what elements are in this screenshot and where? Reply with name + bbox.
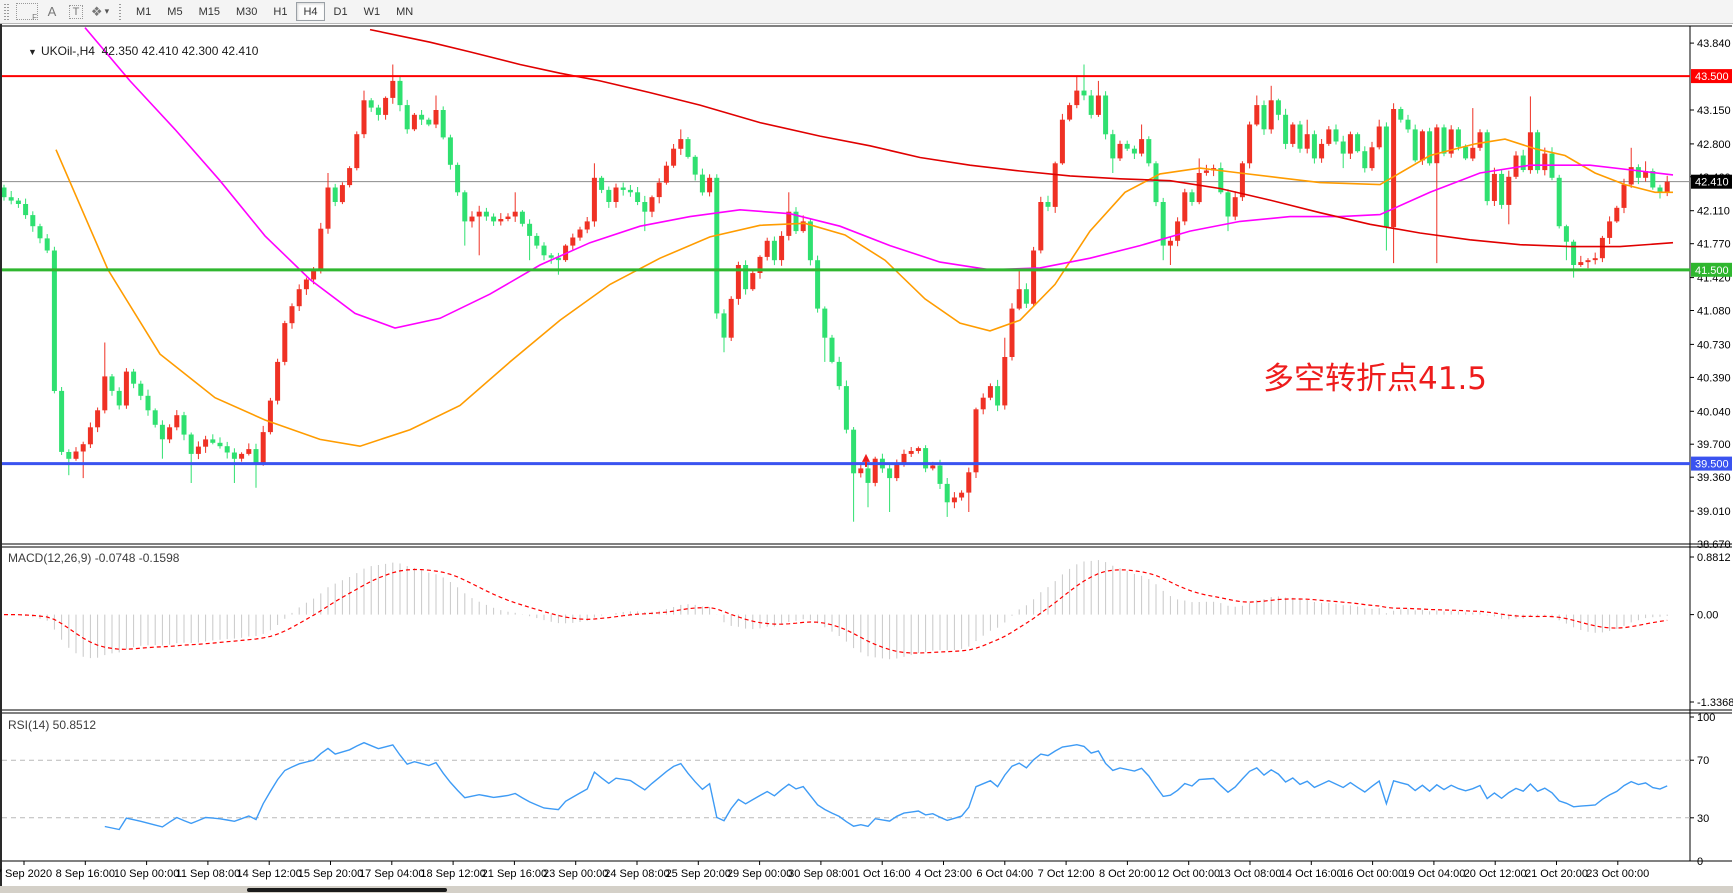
time-label: 14 Sep 12:00 xyxy=(236,868,301,880)
tf-button-H4[interactable]: H4 xyxy=(296,2,325,21)
time-label: 29 Sep 00:00 xyxy=(727,868,792,880)
price-tick: 39.360 xyxy=(1697,472,1731,484)
price-tick: 39.700 xyxy=(1697,439,1731,451)
time-label: 10 Sep 00:00 xyxy=(114,868,179,880)
rsi-line xyxy=(104,741,1668,831)
price-badge-39.500: 39.500 xyxy=(1691,456,1732,471)
indicators-icon[interactable]: ❖ ▾ xyxy=(90,3,110,19)
time-label: 24 Sep 08:00 xyxy=(604,868,669,880)
time-label: 7 Sep 2020 xyxy=(0,868,52,880)
price-badge-43.500: 43.500 xyxy=(1691,69,1732,84)
tf-button-M15[interactable]: M15 xyxy=(192,2,227,21)
rsi-tick: 30 xyxy=(1697,813,1709,825)
time-label: 17 Sep 04:00 xyxy=(359,868,424,880)
tf-button-D1[interactable]: D1 xyxy=(327,2,355,21)
price-tick: 41.770 xyxy=(1697,239,1731,251)
time-label: 23 Oct 00:00 xyxy=(1586,868,1649,880)
price-tick: 40.390 xyxy=(1697,372,1731,384)
rsi-tick: 100 xyxy=(1697,712,1715,724)
time-label: 21 Oct 20:00 xyxy=(1525,868,1588,880)
time-label: 21 Sep 16:00 xyxy=(482,868,547,880)
toolbar-grip xyxy=(3,3,11,20)
ma-fast-orange xyxy=(55,138,1673,448)
chart-window[interactable]: 43.84043.15042.80042.46042.11041.77041.4… xyxy=(0,24,1733,886)
chart-canvas[interactable]: 43.84043.15042.80042.46042.11041.77041.4… xyxy=(0,24,1733,886)
chart-annotation-text: 多空转折点41.5 xyxy=(1263,361,1488,397)
chevron-down-icon: ▾ xyxy=(104,6,110,16)
font-size-icon[interactable]: A xyxy=(47,4,57,19)
time-label: 19 Oct 04:00 xyxy=(1402,868,1465,880)
timeframe-bar: M1 M5 M15 M30 H1 H4 D1 W1 MN xyxy=(128,2,421,21)
svg-text:42.410: 42.410 xyxy=(1695,177,1729,189)
ohlc-values: 42.350 42.410 42.300 42.410 xyxy=(101,44,259,58)
tf-button-M30[interactable]: M30 xyxy=(229,2,264,21)
buy-arrow-marker xyxy=(862,453,870,467)
time-label: 23 Sep 00:00 xyxy=(543,868,608,880)
tf-button-M1[interactable]: M1 xyxy=(129,2,158,21)
price-badge-41.500: 41.500 xyxy=(1691,262,1732,277)
macd-indicator-label: MACD(12,26,9) -0.0748 -0.1598 xyxy=(8,551,180,565)
macd-layer xyxy=(4,560,1668,660)
time-label: 25 Sep 20:00 xyxy=(666,868,731,880)
symbol-period: UKOil-,H4 xyxy=(40,44,95,58)
price-tick: 41.080 xyxy=(1697,306,1731,318)
tf-button-MN[interactable]: MN xyxy=(389,2,420,21)
chart-title: ▼ UKOil-,H4 42.350 42.410 42.300 42.410 xyxy=(8,30,258,72)
price-tick: 42.800 xyxy=(1697,139,1731,151)
time-label: 16 Oct 00:00 xyxy=(1341,868,1404,880)
price-badge-42.410: 42.410 xyxy=(1691,174,1732,189)
rsi-tick: 0 xyxy=(1697,856,1703,868)
rsi-indicator-label: RSI(14) 50.8512 xyxy=(8,718,97,732)
svg-text:41.500: 41.500 xyxy=(1695,265,1729,277)
price-tick: 43.840 xyxy=(1697,38,1731,50)
price-tick: 40.040 xyxy=(1697,406,1731,418)
crosshair-grid-icon[interactable]: F xyxy=(16,2,38,22)
tf-button-H1[interactable]: H1 xyxy=(266,2,294,21)
collapse-triangle-icon[interactable]: ▼ xyxy=(28,47,37,57)
price-tick: 40.730 xyxy=(1697,339,1731,351)
macd-tick: -1.3368 xyxy=(1697,697,1733,709)
macd-tick: 0.00 xyxy=(1697,610,1718,622)
price-tick: 38.670 xyxy=(1697,539,1731,551)
time-label: 6 Oct 04:00 xyxy=(976,868,1033,880)
price-tick: 43.150 xyxy=(1697,105,1731,117)
time-label: 30 Sep 08:00 xyxy=(788,868,853,880)
time-label: 11 Sep 08:00 xyxy=(176,868,241,880)
svg-text:43.500: 43.500 xyxy=(1695,71,1729,83)
time-label: 14 Oct 16:00 xyxy=(1280,868,1343,880)
macd-tick: 0.8812 xyxy=(1697,552,1731,564)
taskbar-segment xyxy=(247,888,447,892)
time-label: 20 Oct 12:00 xyxy=(1464,868,1527,880)
time-label: 1 Oct 16:00 xyxy=(854,868,911,880)
bottom-strip xyxy=(0,886,1733,893)
window-left-edge xyxy=(0,24,2,886)
price-tick: 39.010 xyxy=(1697,506,1731,518)
price-tick: 42.110 xyxy=(1697,206,1730,218)
time-label: 4 Oct 23:00 xyxy=(915,868,972,880)
time-label: 18 Sep 12:00 xyxy=(420,868,485,880)
rsi-tick: 70 xyxy=(1697,755,1709,767)
svg-text:39.500: 39.500 xyxy=(1695,459,1729,471)
time-label: 8 Oct 20:00 xyxy=(1099,868,1156,880)
time-label: 12 Oct 00:00 xyxy=(1157,868,1220,880)
text-tool-icon[interactable]: T xyxy=(66,2,86,21)
candles-layer xyxy=(2,64,1670,522)
tf-button-W1[interactable]: W1 xyxy=(357,2,388,21)
tf-button-M5[interactable]: M5 xyxy=(160,2,189,21)
toolbar: F A T ❖ ▾ M1 M5 M15 M30 H1 H4 D1 W1 MN xyxy=(0,0,1733,24)
toolbar-separator xyxy=(116,3,124,20)
ma-mid-magenta xyxy=(84,27,1674,329)
time-label: 8 Sep 16:00 xyxy=(56,868,115,880)
time-label: 7 Oct 12:00 xyxy=(1038,868,1095,880)
time-label: 13 Oct 08:00 xyxy=(1219,868,1282,880)
time-label: 15 Sep 20:00 xyxy=(298,868,363,880)
